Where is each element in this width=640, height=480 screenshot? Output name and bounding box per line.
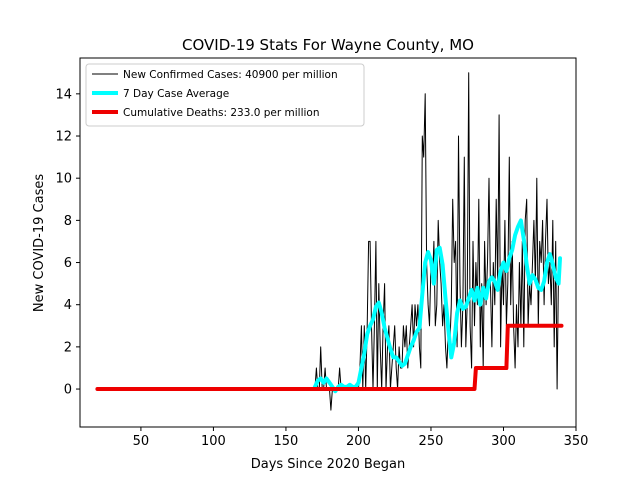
plot-frame <box>79 57 577 428</box>
series-line-cumulative-deaths-233-0-per-million <box>95 323 564 391</box>
chart-title: COVID-19 Stats For Wayne County, MO <box>182 36 474 54</box>
legend-label-7-day-case-average: 7 Day Case Average <box>123 88 229 100</box>
x-tick-label: 50 <box>133 434 150 449</box>
y-tick-label: 10 <box>55 172 72 187</box>
y-axis-label: New COVID-19 Cases <box>32 174 47 312</box>
legend-box <box>85 63 365 127</box>
series-line-7-day-case-average <box>312 218 562 394</box>
legend-label-new-confirmed-cases-40900-per-million: New Confirmed Cases: 40900 per million <box>123 69 338 81</box>
y-tick-label: 0 <box>64 383 72 398</box>
x-tick-label: 350 <box>564 434 589 449</box>
y-tick-label: 6 <box>64 256 72 271</box>
x-tick-label: 150 <box>274 434 299 449</box>
x-tick-label: 250 <box>419 434 444 449</box>
x-tick-label: 300 <box>491 434 516 449</box>
x-tick-label: 200 <box>346 434 371 449</box>
x-tick-label: 100 <box>201 434 226 449</box>
y-tick-label: 2 <box>64 340 72 355</box>
legend-label-cumulative-deaths-233-0-per-million: Cumulative Deaths: 233.0 per million <box>123 107 320 119</box>
legend: New Confirmed Cases: 40900 per million 7 … <box>85 63 365 127</box>
y-tick-label: 8 <box>64 214 72 229</box>
y-tick-label: 12 <box>55 130 72 145</box>
y-tick-label: 14 <box>55 87 72 102</box>
y-tick-label: 4 <box>64 298 72 313</box>
tick-layer: 50 100 150 200 250 300 350 0 2 4 6 8 10 12 14 <box>55 87 588 449</box>
x-axis-label: Days Since 2020 Began <box>251 457 406 472</box>
series-layer <box>95 72 564 411</box>
